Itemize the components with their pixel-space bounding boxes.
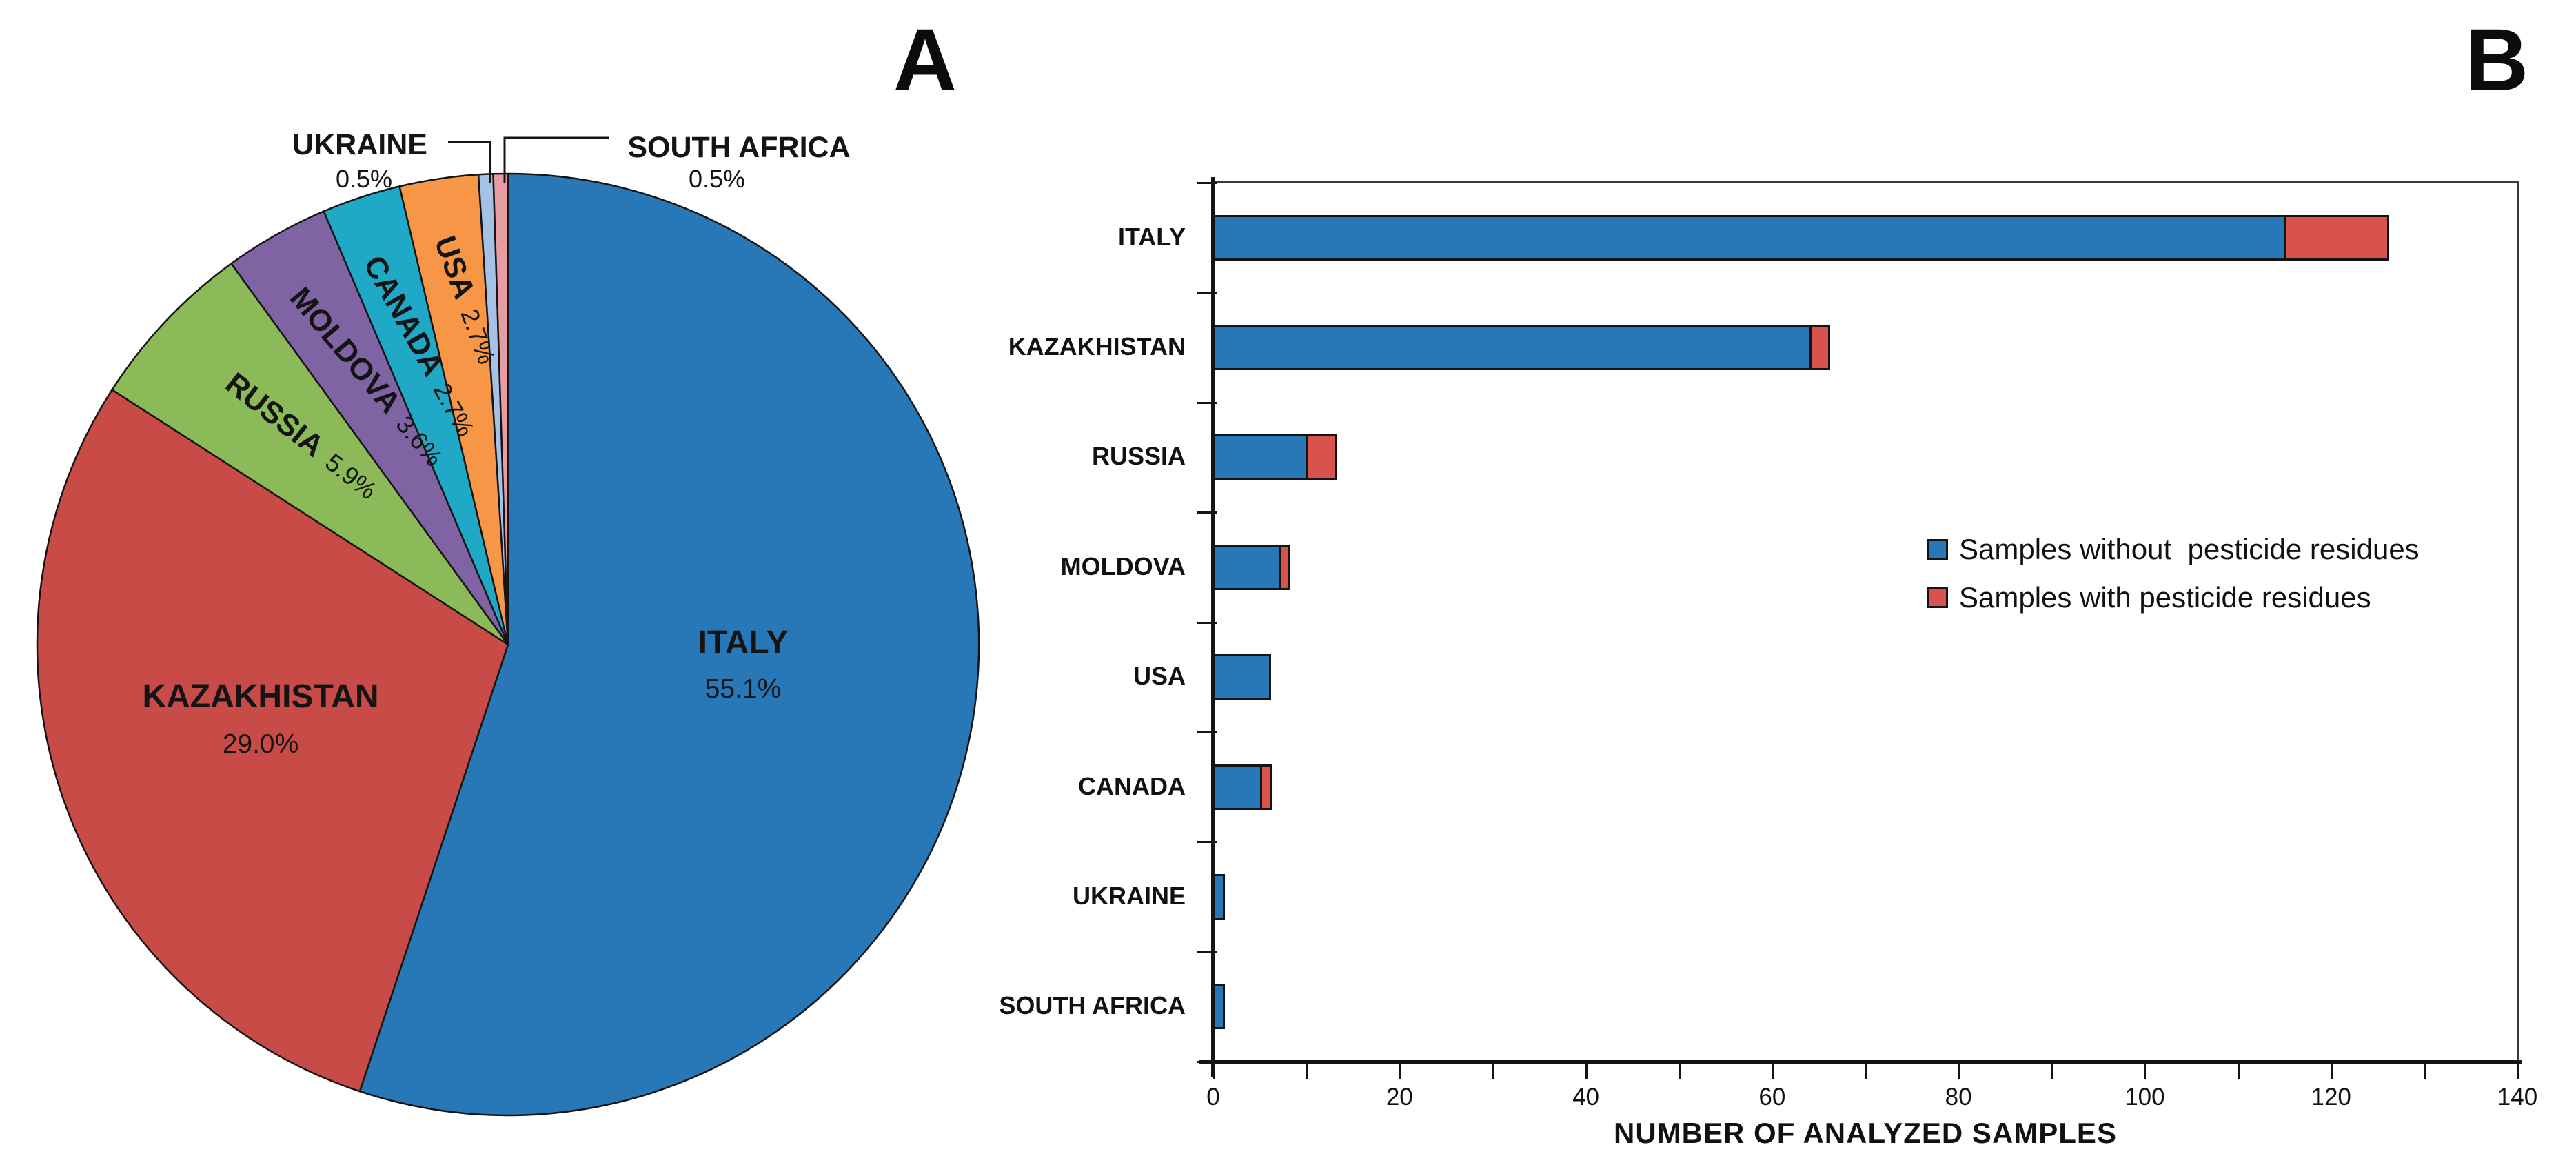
pie-slice-italy: [358, 172, 980, 1117]
x-tick-130: [2423, 1064, 2426, 1079]
x-tick-60: [1771, 1064, 1774, 1079]
x-tick-50: [1678, 1064, 1681, 1079]
x-axis-title: NUMBER OF ANALYZED SAMPLES: [1614, 1117, 2117, 1149]
x-tick-label-120: 120: [2311, 1084, 2351, 1111]
y-tick-8: [1197, 1061, 1217, 1063]
panel-b-letter: B: [2464, 11, 2529, 110]
legend-item-with-residues: Samples with pesticide residues: [1927, 574, 2420, 622]
bar-south-africa-without-residues: [1213, 984, 1225, 1030]
x-tick-10: [1306, 1064, 1308, 1079]
legend-label-without-residues: Samples without pesticide residues: [1959, 533, 2420, 565]
bar-usa-without-residues: [1213, 654, 1271, 700]
legend: Samples without pesticide residues Sampl…: [1927, 525, 2420, 622]
bar-canada-with-residues: [1260, 764, 1272, 810]
panel-a-letter: A: [893, 11, 957, 110]
bar-russia-with-residues: [1306, 434, 1337, 480]
pie-pct-kazakhistan: 29.0%: [223, 729, 299, 759]
pie-chart: ITALY55.1%KAZAKHISTAN29.0%RUSSIA5.9%MOLD…: [36, 128, 980, 1117]
pie-label-italy: ITALY: [698, 625, 789, 661]
legend-label-with-residues: Samples with pesticide residues: [1959, 581, 2371, 614]
y-tick-5: [1197, 731, 1217, 733]
x-tick-30: [1492, 1064, 1494, 1079]
bar-moldova-without-residues: [1213, 544, 1281, 590]
leader-line-ukraine: [448, 141, 491, 183]
pie-slice-kazakhistan: [36, 389, 509, 1093]
pie-label-ukraine: UKRAINE: [292, 128, 427, 161]
legend-swatch-blue: [1927, 539, 1948, 560]
bar-russia-without-residues: [1213, 434, 1308, 480]
pie-slice-south-africa: [492, 172, 509, 646]
y-tick-6: [1197, 841, 1217, 844]
category-label-south-africa: SOUTH AFRICA: [999, 991, 1186, 1020]
bar-moldova-with-residues: [1279, 544, 1290, 590]
x-tick-40: [1585, 1064, 1588, 1079]
x-tick-label-40: 40: [1572, 1084, 1600, 1111]
y-tick-0: [1197, 182, 1217, 184]
x-tick-label-0: 0: [1206, 1084, 1220, 1111]
x-tick-label-80: 80: [1945, 1084, 1972, 1111]
x-tick-120: [2330, 1064, 2333, 1079]
x-tick-140: [2517, 1064, 2519, 1079]
bar-canada-without-residues: [1213, 764, 1262, 810]
x-tick-70: [1865, 1064, 1867, 1079]
leader-line-south-africa: [503, 136, 609, 183]
x-tick-label-20: 20: [1386, 1084, 1413, 1111]
pie-slice-russia: [111, 263, 509, 646]
bar-ukraine-without-residues: [1213, 873, 1225, 920]
y-tick-2: [1197, 401, 1217, 404]
plot-border-right: [2517, 181, 2519, 1062]
x-tick-label-100: 100: [2124, 1084, 2165, 1111]
category-label-russia: RUSSIA: [1091, 442, 1186, 471]
y-axis-line: [1211, 177, 1215, 1077]
plot-border-top: [1213, 181, 2517, 183]
category-label-moldova: MOLDOVA: [1060, 551, 1186, 580]
y-tick-3: [1197, 511, 1217, 514]
pie-label-south-africa: SOUTH AFRICA: [627, 131, 850, 164]
pie-pct-italy: 55.1%: [705, 674, 782, 704]
y-tick-4: [1197, 621, 1217, 624]
legend-swatch-red: [1927, 587, 1948, 608]
category-label-usa: USA: [1133, 662, 1186, 691]
x-tick-0: [1213, 1064, 1215, 1079]
category-label-italy: ITALY: [1117, 222, 1186, 251]
x-tick-90: [2051, 1064, 2053, 1079]
x-tick-80: [1958, 1064, 1960, 1079]
x-tick-20: [1399, 1064, 1401, 1079]
pie-label-kazakhistan: KAZAKHISTAN: [142, 678, 378, 715]
pie-pct-ukraine: 0.5%: [336, 165, 392, 193]
x-tick-100: [2144, 1064, 2147, 1079]
x-tick-label-60: 60: [1758, 1084, 1786, 1111]
bar-italy-with-residues: [2284, 214, 2389, 261]
x-tick-label-140: 140: [2497, 1084, 2538, 1111]
legend-item-without-residues: Samples without pesticide residues: [1927, 525, 2420, 574]
y-tick-7: [1197, 951, 1217, 953]
category-label-canada: CANADA: [1078, 771, 1186, 800]
bar-kazakhistan-without-residues: [1213, 325, 1812, 371]
category-label-ukraine: UKRAINE: [1072, 881, 1186, 910]
pie-pct-south-africa: 0.5%: [689, 165, 745, 193]
category-label-kazakhistan: KAZAKHISTAN: [1008, 332, 1186, 361]
x-axis-line: [1199, 1060, 2522, 1064]
x-tick-110: [2237, 1064, 2240, 1079]
bar-italy-without-residues: [1213, 214, 2286, 261]
y-tick-1: [1197, 292, 1217, 294]
bar-kazakhistan-with-residues: [1809, 325, 1830, 371]
